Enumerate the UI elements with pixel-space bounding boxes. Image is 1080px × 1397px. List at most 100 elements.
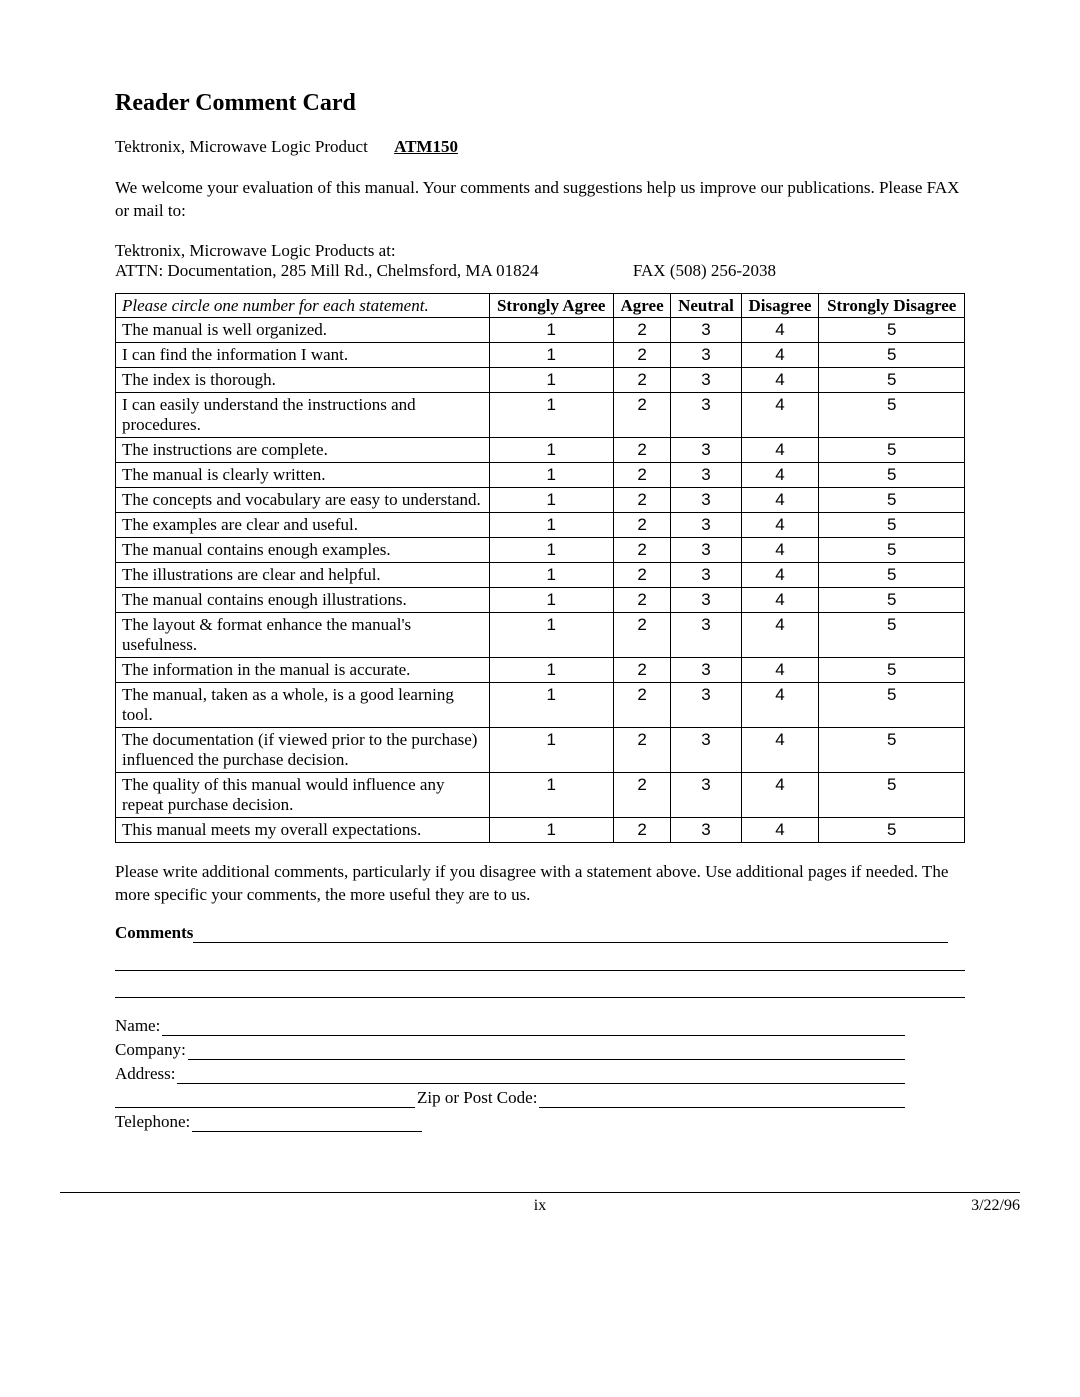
- rating-cell[interactable]: 4: [741, 513, 819, 538]
- name-input-line[interactable]: [162, 1017, 905, 1037]
- address-line2-input[interactable]: [115, 1089, 415, 1109]
- rating-cell[interactable]: 3: [671, 818, 741, 843]
- rating-cell[interactable]: 4: [741, 318, 819, 343]
- rating-cell[interactable]: 3: [671, 368, 741, 393]
- rating-cell[interactable]: 2: [613, 513, 670, 538]
- rating-cell[interactable]: 5: [819, 818, 965, 843]
- company-input-line[interactable]: [188, 1041, 905, 1061]
- rating-cell[interactable]: 4: [741, 463, 819, 488]
- rating-cell[interactable]: 1: [489, 463, 613, 488]
- rating-cell[interactable]: 4: [741, 613, 819, 658]
- rating-cell[interactable]: 4: [741, 563, 819, 588]
- rating-cell[interactable]: 1: [489, 368, 613, 393]
- comments-line-3[interactable]: [115, 975, 965, 999]
- rating-cell[interactable]: 5: [819, 588, 965, 613]
- rating-cell[interactable]: 1: [489, 438, 613, 463]
- rating-cell[interactable]: 4: [741, 588, 819, 613]
- rating-cell[interactable]: 5: [819, 658, 965, 683]
- rating-cell[interactable]: 4: [741, 683, 819, 728]
- comments-label: Comments: [115, 923, 193, 943]
- rating-cell[interactable]: 1: [489, 538, 613, 563]
- rating-cell[interactable]: 1: [489, 728, 613, 773]
- rating-cell[interactable]: 3: [671, 318, 741, 343]
- rating-cell[interactable]: 1: [489, 683, 613, 728]
- rating-cell[interactable]: 1: [489, 773, 613, 818]
- rating-cell[interactable]: 3: [671, 343, 741, 368]
- rating-cell[interactable]: 2: [613, 538, 670, 563]
- rating-cell[interactable]: 5: [819, 538, 965, 563]
- rating-cell[interactable]: 3: [671, 588, 741, 613]
- rating-cell[interactable]: 3: [671, 513, 741, 538]
- rating-cell[interactable]: 5: [819, 563, 965, 588]
- rating-cell[interactable]: 3: [671, 488, 741, 513]
- rating-cell[interactable]: 3: [671, 658, 741, 683]
- rating-cell[interactable]: 1: [489, 658, 613, 683]
- rating-cell[interactable]: 3: [671, 463, 741, 488]
- rating-cell[interactable]: 2: [613, 318, 670, 343]
- rating-cell[interactable]: 5: [819, 773, 965, 818]
- rating-cell[interactable]: 5: [819, 343, 965, 368]
- rating-cell[interactable]: 4: [741, 393, 819, 438]
- rating-cell[interactable]: 1: [489, 318, 613, 343]
- rating-cell[interactable]: 2: [613, 818, 670, 843]
- rating-cell[interactable]: 2: [613, 343, 670, 368]
- rating-cell[interactable]: 3: [671, 538, 741, 563]
- rating-cell[interactable]: 1: [489, 818, 613, 843]
- rating-cell[interactable]: 4: [741, 818, 819, 843]
- rating-cell[interactable]: 2: [613, 728, 670, 773]
- rating-cell[interactable]: 5: [819, 513, 965, 538]
- rating-cell[interactable]: 5: [819, 438, 965, 463]
- statement-cell: The concepts and vocabulary are easy to …: [116, 488, 490, 513]
- rating-cell[interactable]: 2: [613, 438, 670, 463]
- rating-cell[interactable]: 3: [671, 773, 741, 818]
- address-input-line[interactable]: [177, 1065, 905, 1085]
- rating-cell[interactable]: 3: [671, 563, 741, 588]
- rating-cell[interactable]: 4: [741, 658, 819, 683]
- rating-cell[interactable]: 3: [671, 728, 741, 773]
- rating-cell[interactable]: 4: [741, 728, 819, 773]
- rating-cell[interactable]: 5: [819, 393, 965, 438]
- footer-rule: [60, 1192, 1020, 1193]
- rating-cell[interactable]: 4: [741, 438, 819, 463]
- rating-cell[interactable]: 2: [613, 658, 670, 683]
- rating-cell[interactable]: 4: [741, 343, 819, 368]
- comments-line-1[interactable]: [193, 924, 948, 943]
- rating-cell[interactable]: 3: [671, 438, 741, 463]
- rating-cell[interactable]: 3: [671, 613, 741, 658]
- rating-cell[interactable]: 4: [741, 368, 819, 393]
- rating-cell[interactable]: 1: [489, 563, 613, 588]
- rating-cell[interactable]: 4: [741, 773, 819, 818]
- rating-cell[interactable]: 2: [613, 588, 670, 613]
- comments-line-2[interactable]: [115, 947, 965, 971]
- rating-cell[interactable]: 5: [819, 728, 965, 773]
- zip-input-line[interactable]: [539, 1089, 905, 1109]
- rating-cell[interactable]: 5: [819, 463, 965, 488]
- rating-cell[interactable]: 5: [819, 683, 965, 728]
- rating-cell[interactable]: 2: [613, 683, 670, 728]
- rating-cell[interactable]: 1: [489, 393, 613, 438]
- rating-cell[interactable]: 2: [613, 368, 670, 393]
- rating-cell[interactable]: 1: [489, 513, 613, 538]
- rating-cell[interactable]: 2: [613, 393, 670, 438]
- rating-cell[interactable]: 3: [671, 393, 741, 438]
- rating-cell[interactable]: 5: [819, 488, 965, 513]
- rating-cell[interactable]: 4: [741, 538, 819, 563]
- rating-cell[interactable]: 2: [613, 613, 670, 658]
- rating-cell[interactable]: 2: [613, 488, 670, 513]
- rating-cell[interactable]: 5: [819, 368, 965, 393]
- statement-cell: The instructions are complete.: [116, 438, 490, 463]
- rating-cell[interactable]: 1: [489, 343, 613, 368]
- telephone-input-line[interactable]: [192, 1113, 422, 1133]
- statement-cell: I can easily understand the instructions…: [116, 393, 490, 438]
- rating-cell[interactable]: 1: [489, 488, 613, 513]
- rating-cell[interactable]: 3: [671, 683, 741, 728]
- rating-cell[interactable]: 5: [819, 613, 965, 658]
- rating-cell[interactable]: 2: [613, 773, 670, 818]
- rating-cell[interactable]: 4: [741, 488, 819, 513]
- rating-cell[interactable]: 2: [613, 563, 670, 588]
- rating-cell[interactable]: 1: [489, 588, 613, 613]
- rating-cell[interactable]: 5: [819, 318, 965, 343]
- rating-cell[interactable]: 1: [489, 613, 613, 658]
- col-strongly-disagree: Strongly Disagree: [819, 293, 965, 318]
- rating-cell[interactable]: 2: [613, 463, 670, 488]
